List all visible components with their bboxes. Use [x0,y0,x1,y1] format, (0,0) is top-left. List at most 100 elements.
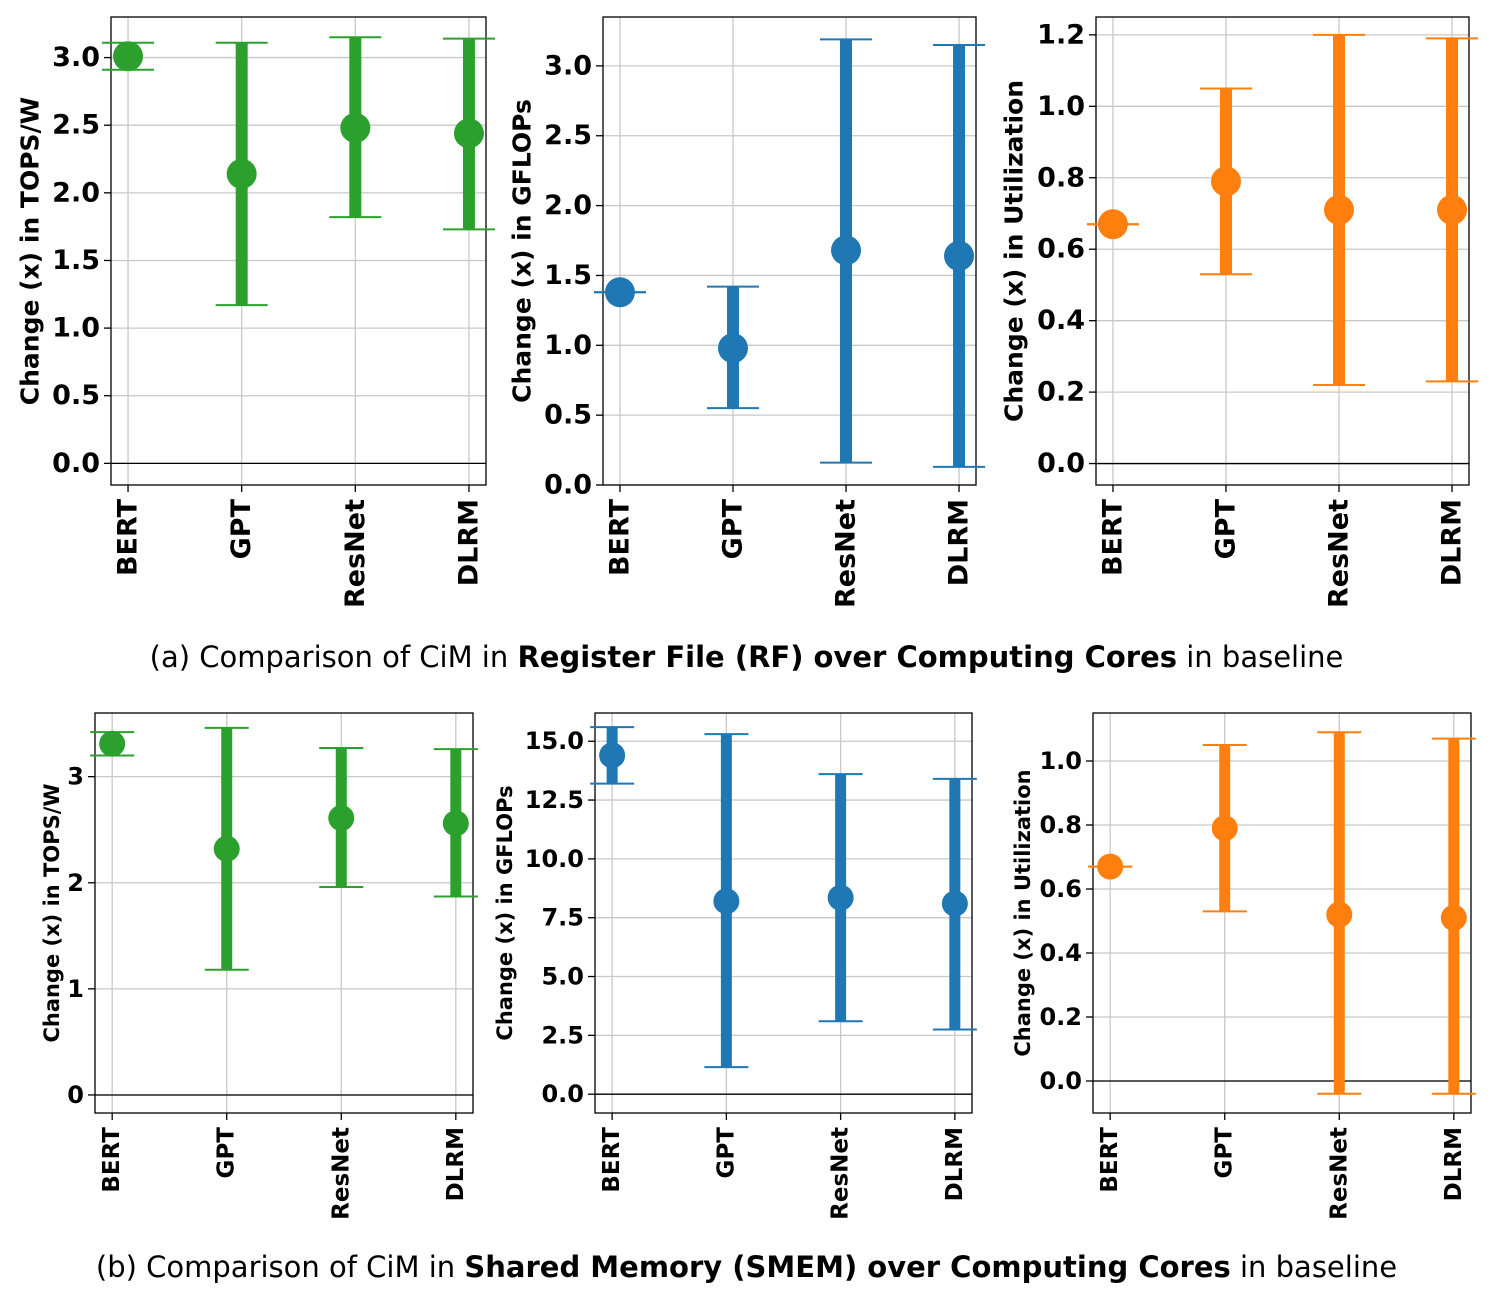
y-axis-label: Change (x) in TOPS/W [40,783,64,1042]
y-tick-label: 0.6 [1037,234,1085,265]
x-tick-label-gpt: GPT [1212,1127,1238,1179]
y-axis-label: Change (x) in GFLOPs [493,785,517,1040]
data-point-bert [113,41,144,72]
y-tick-label: 2.5 [541,1021,584,1049]
data-point-dlrm [1437,194,1468,225]
y-tick-label: 1.5 [544,260,592,291]
y-tick-label: 0.8 [1039,811,1082,839]
y-tick-label: 1.5 [52,245,100,276]
y-tick-label: 1.2 [1037,19,1085,50]
y-tick-label: 0.5 [52,380,100,411]
y-tick-label: 0.2 [1037,377,1085,408]
y-tick-label: 1 [67,975,84,1003]
y-tick-label: 0.8 [1037,162,1085,193]
caption-b-bold: Shared Memory (SMEM) over Computing Core… [464,1250,1231,1284]
y-tick-label: 3.0 [544,50,592,81]
y-tick-label: 2.5 [52,110,100,141]
data-point-dlrm [944,240,975,271]
caption-a-prefix: (a) Comparison of CiM in [149,640,518,674]
chart-panel-5: 0.0 2.5 5.0 7.5 10.0 12.5 15.0 BERT GPT ResNet DLR… [493,712,977,1220]
x-tick-label-gpt: GPT [226,498,257,559]
caption-b: (b) Comparison of CiM in Shared Memory (… [0,1250,1493,1284]
y-tick-label: 2.0 [52,177,100,208]
y-tick-label: 15.0 [525,727,584,755]
y-tick-label: 2 [67,869,84,897]
data-point-resnet [831,235,862,266]
caption-a-suffix: in baseline [1177,640,1344,674]
y-tick-label: 0.4 [1039,939,1082,967]
y-tick-label: 7.5 [541,904,584,932]
data-point-dlrm [453,118,484,149]
x-tick-label-dlrm: DLRM [942,1127,968,1201]
y-axis-label: Change (x) in Utilization [1000,80,1029,422]
x-tick-label-resnet: ResNet [828,1127,854,1220]
data-point-dlrm [1440,904,1467,931]
caption-b-prefix: (b) Comparison of CiM in [95,1250,465,1284]
plot-frame [1095,16,1470,486]
y-tick-label: 3.0 [52,42,100,73]
y-tick-label: 10.0 [525,845,584,873]
x-tick-label-resnet: ResNet [831,499,862,608]
y-tick-label: 0.4 [1037,305,1085,336]
data-point-resnet [1326,901,1353,928]
data-point-resnet [340,112,371,143]
x-tick-label-dlrm: DLRM [1437,499,1468,586]
y-tick-label: 1.0 [1039,747,1082,775]
y-tick-label: 2.5 [544,120,592,151]
y-tick-label: 0.5 [544,400,592,431]
x-tick-label-dlrm: DLRM [453,499,484,586]
x-tick-label-gpt: GPT [713,1127,739,1179]
x-tick-label-gpt: GPT [214,1127,240,1179]
plot-frame [94,712,474,1114]
x-tick-label-bert: BERT [99,1127,125,1193]
x-tick-label-bert: BERT [113,498,144,576]
y-axis-label: Change (x) in GFLOPs [508,99,537,403]
plot-frame [602,16,977,486]
x-tick-label-dlrm: DLRM [944,499,975,586]
data-point-dlrm [941,890,968,917]
x-tick-label-bert: BERT [1097,1127,1123,1193]
data-point-bert [599,742,626,769]
x-tick-label-bert: BERT [599,1127,625,1193]
data-point-gpt [1211,815,1238,842]
x-tick-label-resnet: ResNet [328,1127,354,1220]
caption-b-suffix: in baseline [1230,1250,1398,1284]
data-point-bert [1097,853,1124,880]
data-point-resnet [827,884,854,911]
data-point-bert [99,730,126,757]
plot-frame [1092,712,1472,1114]
x-tick-label-gpt: GPT [717,498,748,559]
chart-panel-4: 0 1 2 3 BERT GPT ResNet DLRM Change (x) in TOPS/… [40,712,478,1220]
chart-panel-2: 0.0 0.5 1.0 1.5 2.0 2.5 3.0 BERT GPT ResNet DLRM Ch… [508,16,986,608]
y-tick-label: 0.0 [1037,448,1085,479]
x-tick-label-dlrm: DLRM [443,1127,469,1201]
data-point-gpt [713,888,740,915]
x-tick-label-dlrm: DLRM [1441,1127,1467,1201]
y-tick-label: 3 [67,763,84,791]
x-tick-label-gpt: GPT [1210,498,1241,559]
data-point-resnet [1324,194,1355,225]
y-axis-label: Change (x) in Utilization [1011,769,1035,1056]
y-tick-label: 1.0 [1037,91,1085,122]
chart-panel-6: 0.0 0.2 0.4 0.6 0.8 1.0 BERT GPT ResNet DLRM Chang… [1011,712,1476,1220]
y-tick-label: 2.0 [544,190,592,221]
chart-panel-3: 0.0 0.2 0.4 0.6 0.8 1.0 1.2 BERT GPT ResNet DLRM Ch… [1000,16,1479,608]
y-tick-label: 0 [67,1081,84,1109]
y-tick-label: 1.0 [544,330,592,361]
data-point-gpt [1210,166,1241,197]
y-tick-label: 0.0 [52,448,100,479]
data-point-gpt [717,333,748,364]
plot-frame [110,16,487,486]
caption-a: (a) Comparison of CiM in Register File (… [0,640,1493,674]
x-tick-label-bert: BERT [604,498,635,576]
data-point-resnet [328,805,355,832]
data-point-gpt [213,835,240,862]
y-tick-label: 1.0 [52,313,100,344]
y-tick-label: 12.5 [525,786,584,814]
plot-frame [594,712,973,1114]
y-tick-label: 0.0 [1039,1067,1082,1095]
y-tick-label: 0.0 [544,470,592,501]
data-point-dlrm [442,810,469,837]
caption-a-bold: Register File (RF) over Computing Cores [517,640,1178,674]
x-tick-label-resnet: ResNet [340,499,371,608]
